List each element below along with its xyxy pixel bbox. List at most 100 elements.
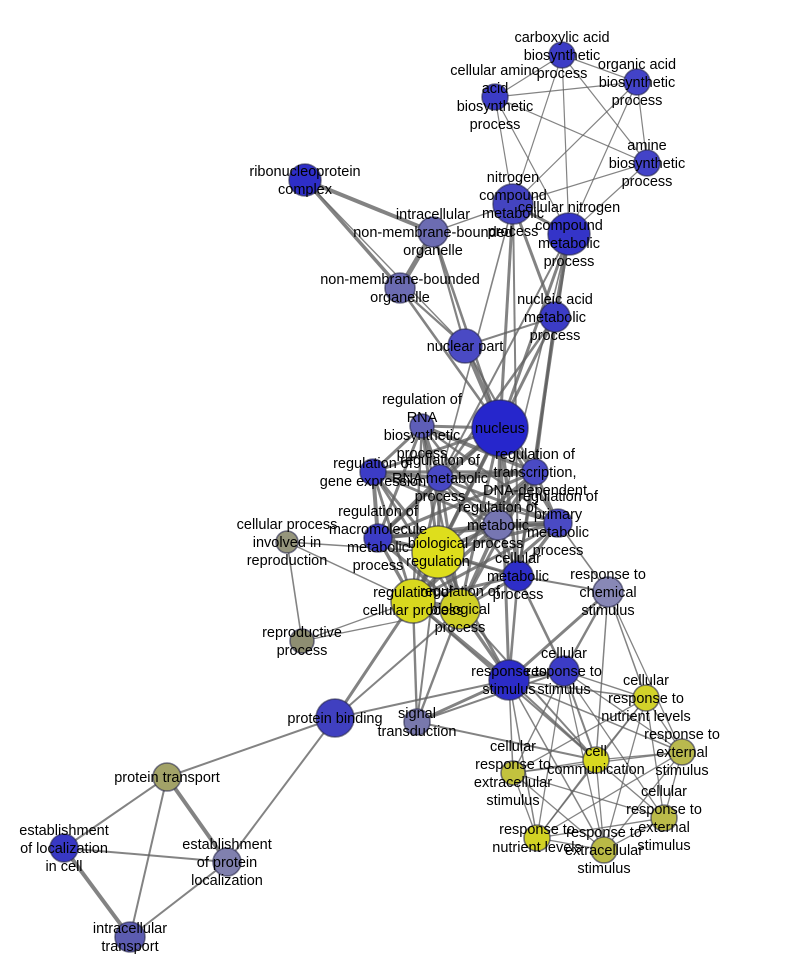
graph-node-cellular-amino-acid-biosynthetic-process[interactable] bbox=[481, 83, 509, 111]
node-label-cellular-nitrogen-compound-metabolic-process: cellular nitrogen compound metabolic proces… bbox=[518, 200, 620, 270]
graph-node-non-membrane-bounded-organelle[interactable] bbox=[384, 272, 416, 304]
graph-node-regulation-of-rna-biosynthetic-process[interactable] bbox=[409, 413, 435, 439]
node-label-regulation-of-macromolecule-metabolic-process: regulation of macromolecule metabolic proce… bbox=[329, 504, 427, 574]
edge-establishment-of-protein-localization--intracellular-transport bbox=[129, 861, 228, 938]
node-label-intracellular-non-membrane-bounded-organelle: intracellular non-membrane-bounded organel… bbox=[353, 207, 513, 259]
graph-node-nuclear-part[interactable] bbox=[447, 328, 483, 364]
graph-node-cellular-metabolic-process[interactable] bbox=[502, 560, 534, 592]
graph-node-cellular-nitrogen-compound-metabolic-process[interactable] bbox=[547, 212, 591, 256]
graph-node-regulation-of-metabolic-process[interactable] bbox=[482, 509, 514, 541]
graph-node-carboxylic-acid-biosynthetic-process[interactable] bbox=[548, 41, 576, 69]
node-label-signal-transduction: signal transduction bbox=[378, 706, 457, 740]
node-label-regulation-of-cellular-process: regulation of cellular process bbox=[363, 585, 464, 619]
node-label-cellular-response-to-nutrient-levels: cellular response to nutrient levels bbox=[601, 673, 690, 725]
graph-node-nitrogen-compound-metabolic-process[interactable] bbox=[492, 183, 534, 225]
edge-response-to-chemical-stimulus--cell-communication bbox=[595, 591, 609, 761]
node-label-cellular-process-involved-in-reproduction: cellular process involved in reproduction bbox=[237, 517, 338, 569]
node-layer bbox=[49, 41, 696, 953]
node-label-regulation-of-rna-biosynthetic-process: regulation of RNA biosynthetic process bbox=[382, 392, 463, 462]
edge-response-to-stimulus--response-to-nutrient-levels bbox=[508, 679, 538, 839]
graph-node-regulation-of-biological-process[interactable] bbox=[439, 588, 481, 630]
node-label-amine-biosynthetic-process: amine biosynthetic process bbox=[609, 138, 686, 190]
node-label-cellular-metabolic-process: cellular metabolic process bbox=[487, 551, 549, 603]
edge-regulation-of-gene-expression--regulation-of-metabolic-process bbox=[372, 470, 499, 527]
edge-cellular-nitrogen-compound-metabolic-process--regulation-of-rna-metabolic-process bbox=[439, 233, 570, 479]
graph-node-intracellular-transport[interactable] bbox=[114, 921, 146, 953]
edge-nitrogen-compound-metabolic-process--cellular-metabolic-process bbox=[512, 203, 519, 577]
graph-node-cellular-response-to-extracellular-stimulus[interactable] bbox=[500, 760, 526, 786]
graph-node-nucleic-acid-metabolic-process[interactable] bbox=[539, 301, 571, 333]
graph-node-regulation-of-primary-metabolic-process[interactable] bbox=[543, 508, 573, 538]
graph-node-signal-transduction[interactable] bbox=[403, 708, 431, 736]
graph-node-ribonucleoprotein-complex[interactable] bbox=[288, 163, 322, 197]
edge-ribonucleoprotein-complex--non-membrane-bounded-organelle bbox=[303, 178, 402, 290]
edge-regulation-of-transcription-dna-dependent--regulation-of-macromolecule-metabolic-process bbox=[377, 470, 536, 540]
graph-node-regulation-of-gene-expression[interactable] bbox=[359, 458, 387, 486]
edge-cellular-response-to-stimulus--response-to-nutrient-levels bbox=[536, 670, 565, 839]
graph-node-regulation-of-macromolecule-metabolic-process[interactable] bbox=[363, 523, 393, 553]
node-label-establishment-of-localization-in-cell: establishment of localization in cell bbox=[19, 823, 108, 875]
edge-cellular-response-to-nutrient-levels--cellular-response-to-external-stimulus bbox=[645, 697, 665, 819]
graph-node-reproductive-process[interactable] bbox=[289, 628, 315, 654]
node-label-regulation-of-biological-process: regulation of biological process bbox=[420, 584, 501, 636]
node-label-cellular-response-to-external-stimulus: cellular response to external stimulus bbox=[626, 784, 702, 854]
edge-regulation-of-biological-process--reproductive-process bbox=[301, 608, 461, 642]
edge-response-to-stimulus--response-to-external-stimulus bbox=[508, 679, 683, 753]
graph-node-establishment-of-localization-in-cell[interactable] bbox=[49, 833, 79, 863]
graph-node-cell-communication[interactable] bbox=[582, 746, 610, 774]
graph-node-intracellular-non-membrane-bounded-organelle[interactable] bbox=[417, 216, 449, 248]
node-label-establishment-of-protein-localization: establishment of protein localization bbox=[182, 837, 271, 889]
graph-node-cellular-response-to-stimulus[interactable] bbox=[548, 655, 580, 687]
edge-carboxylic-acid-biosynthetic-process--cellular-nitrogen-compound-metabolic-process bbox=[561, 54, 570, 235]
label-layer: carboxylic acid biosynthetic process cellul… bbox=[19, 30, 720, 955]
graph-node-biological-regulation[interactable] bbox=[411, 525, 465, 579]
edge-response-to-external-stimulus--response-to-extracellular-stimulus bbox=[603, 751, 683, 851]
node-label-regulation-of-transcription-dna-dependent: regulation of transcription, DNA-dependent bbox=[483, 447, 587, 499]
node-label-ribonucleoprotein-complex: ribonucleoprotein complex bbox=[249, 164, 360, 198]
edge-response-to-nutrient-levels--cellular-response-to-external-stimulus bbox=[536, 817, 665, 839]
graph-node-amine-biosynthetic-process[interactable] bbox=[633, 149, 661, 177]
edge-response-to-chemical-stimulus--response-to-external-stimulus bbox=[607, 591, 683, 753]
edge-cellular-amino-acid-biosynthetic-process--organic-acid-biosynthetic-process bbox=[494, 81, 638, 98]
graph-node-protein-binding[interactable] bbox=[315, 698, 355, 738]
node-label-cellular-response-to-extracellular-stimulus: cellular response to extracellular stimulus bbox=[474, 739, 552, 809]
node-label-protein-transport: protein transport bbox=[114, 770, 220, 786]
node-label-response-to-nutrient-levels: response to nutrient levels bbox=[492, 822, 581, 856]
edge-protein-binding--protein-transport bbox=[166, 717, 336, 778]
graph-node-response-to-chemical-stimulus[interactable] bbox=[592, 576, 624, 608]
edge-cell-communication--cellular-response-to-extracellular-stimulus bbox=[512, 759, 597, 774]
edge-establishment-of-localization-in-cell--establishment-of-protein-localization bbox=[63, 847, 228, 863]
graph-node-protein-transport[interactable] bbox=[152, 762, 182, 792]
graph-node-response-to-nutrient-levels[interactable] bbox=[523, 824, 551, 852]
node-label-nucleic-acid-metabolic-process: nucleic acid metabolic process bbox=[517, 292, 593, 344]
graph-node-cellular-process-involved-in-reproduction[interactable] bbox=[275, 530, 299, 554]
node-label-cell-communication: cell communication bbox=[547, 744, 645, 778]
node-label-carboxylic-acid-biosynthetic-process: carboxylic acid biosynthetic process bbox=[514, 30, 609, 82]
edge-cellular-response-to-stimulus--cellular-response-to-external-stimulus bbox=[563, 670, 665, 819]
graph-node-response-to-stimulus[interactable] bbox=[488, 659, 530, 701]
node-label-regulation-of-primary-metabolic-process: regulation of primary metabolic process bbox=[518, 489, 599, 559]
graph-node-regulation-of-rna-metabolic-process[interactable] bbox=[426, 464, 454, 492]
node-label-biological-regulation: biological regulation bbox=[406, 536, 470, 570]
graph-node-response-to-extracellular-stimulus[interactable] bbox=[590, 836, 618, 864]
edge-cell-communication--cellular-response-to-external-stimulus bbox=[595, 759, 665, 819]
edge-cellular-process-involved-in-reproduction--reproductive-process bbox=[286, 541, 303, 642]
edge-cellular-nitrogen-compound-metabolic-process--nucleus bbox=[498, 233, 571, 429]
graph-node-response-to-external-stimulus[interactable] bbox=[668, 738, 696, 766]
node-label-cellular-response-to-stimulus: cellular response to stimulus bbox=[526, 646, 602, 698]
edge-regulation-of-gene-expression--regulation-of-primary-metabolic-process bbox=[372, 470, 559, 525]
edge-protein-binding--establishment-of-protein-localization bbox=[226, 717, 336, 863]
edge-regulation-of-primary-metabolic-process--regulation-of-cellular-process bbox=[412, 521, 559, 603]
graph-node-organic-acid-biosynthetic-process[interactable] bbox=[623, 68, 651, 96]
node-label-regulation-of-gene-expression: regulation of gene expression bbox=[320, 456, 426, 490]
graph-node-nucleus[interactable] bbox=[471, 399, 529, 457]
graph-node-cellular-response-to-nutrient-levels[interactable] bbox=[632, 684, 660, 712]
edge-protein-transport--establishment-of-localization-in-cell bbox=[63, 776, 168, 849]
graph-node-regulation-of-cellular-process[interactable] bbox=[390, 578, 436, 624]
edge-cellular-response-to-extracellular-stimulus--cellular-response-to-external-stimulus bbox=[512, 772, 665, 819]
graph-node-establishment-of-protein-localization[interactable] bbox=[212, 847, 242, 877]
graph-node-cellular-response-to-external-stimulus[interactable] bbox=[650, 804, 678, 832]
graph-node-regulation-of-transcription-dna-dependent[interactable] bbox=[521, 458, 549, 486]
edge-response-to-stimulus--response-to-extracellular-stimulus bbox=[508, 679, 605, 851]
node-label-reproductive-process: reproductive process bbox=[262, 625, 342, 659]
